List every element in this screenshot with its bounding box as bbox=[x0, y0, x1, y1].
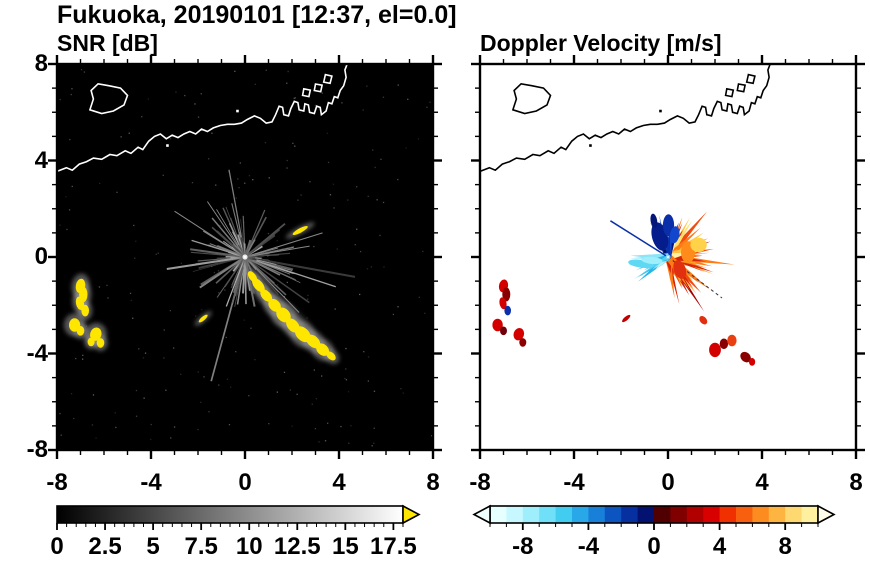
doppler-colorbar bbox=[472, 504, 836, 530]
doppler-colorbar-label: 0 bbox=[647, 533, 661, 560]
y-tick-label: 0 bbox=[34, 243, 48, 270]
doppler-colorbar-label: 4 bbox=[712, 533, 727, 560]
doppler-panel bbox=[471, 55, 865, 459]
x-tick-label: 4 bbox=[755, 469, 769, 496]
y-tick-label: -8 bbox=[26, 436, 48, 463]
snr-colorbar-label: 15 bbox=[331, 533, 359, 560]
x-tick-label: -4 bbox=[563, 469, 585, 496]
y-tick-label: 4 bbox=[34, 146, 48, 174]
snr-colorbar-label: 5 bbox=[146, 533, 160, 560]
snr-colorbar-label: 10 bbox=[235, 533, 263, 560]
x-tick-label: 4 bbox=[332, 469, 346, 496]
snr-colorbar-label: 12.5 bbox=[273, 533, 321, 560]
y-tick-label: 8 bbox=[34, 50, 48, 77]
x-tick-label: -4 bbox=[140, 469, 162, 496]
snr-panel-title: SNR [dB] bbox=[57, 30, 158, 56]
doppler-colorbar-label: -4 bbox=[577, 533, 600, 560]
doppler-panel-title: Doppler Velocity [m/s] bbox=[480, 30, 722, 56]
figure-title: Fukuoka, 20190101 [12:37, el=0.0] bbox=[57, 1, 457, 29]
y-tick-label: -4 bbox=[26, 339, 48, 367]
x-tick-label: 0 bbox=[661, 469, 675, 496]
x-tick-label: 8 bbox=[849, 469, 863, 496]
x-tick-label: -8 bbox=[469, 469, 491, 496]
x-tick-label: 8 bbox=[426, 469, 440, 496]
snr-colorbar-label: 0 bbox=[50, 533, 64, 560]
snr-colorbar bbox=[56, 504, 421, 530]
doppler-colorbar-label: 8 bbox=[778, 533, 792, 560]
snr-colorbar-label: 2.5 bbox=[88, 533, 122, 560]
snr-colorbar-label: 17.5 bbox=[370, 533, 417, 560]
snr-panel bbox=[48, 55, 442, 459]
doppler-colorbar-label: -8 bbox=[512, 533, 534, 560]
x-tick-label: -8 bbox=[46, 469, 68, 496]
snr-colorbar-label: 7.5 bbox=[184, 533, 218, 560]
x-tick-label: 0 bbox=[238, 469, 252, 496]
